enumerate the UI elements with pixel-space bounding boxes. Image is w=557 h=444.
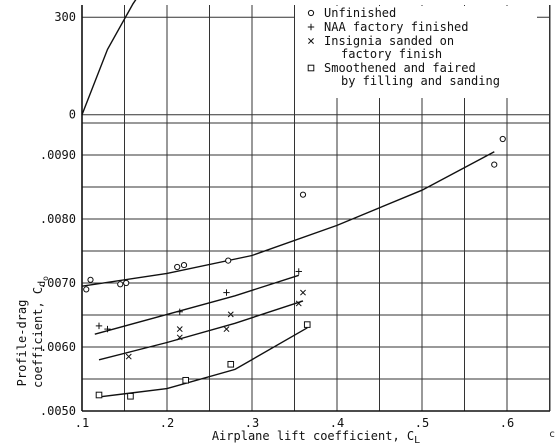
circle-marker xyxy=(123,279,130,287)
data-point xyxy=(117,281,124,288)
data-point xyxy=(227,360,235,368)
legend-background xyxy=(295,6,537,98)
x-marker-b xyxy=(176,334,183,341)
legend-label: by filling and sanding xyxy=(341,74,500,88)
data-point xyxy=(299,191,307,198)
drag-axis-title-line2: coefficient, Cdo xyxy=(31,276,50,388)
x-marker-b xyxy=(125,353,132,360)
data-point xyxy=(227,311,234,318)
fit-line xyxy=(81,151,495,287)
speed-curve xyxy=(81,0,137,115)
x-axis-title: Airplane lift coefficient, CL xyxy=(212,429,420,444)
curve-layer xyxy=(81,0,495,398)
square-marker xyxy=(307,64,315,72)
data-point xyxy=(87,276,94,283)
data-point xyxy=(295,300,302,307)
x-tick-label: .1 xyxy=(75,416,89,430)
circle-marker xyxy=(499,135,506,143)
circle-marker xyxy=(117,281,124,288)
legend-label: Insignia sanded on xyxy=(324,34,454,48)
square-marker xyxy=(182,376,189,384)
legend-marker xyxy=(307,64,315,72)
legend-item: Unfinished xyxy=(307,6,396,20)
square-marker xyxy=(303,321,311,328)
speed-tick-label: 300 xyxy=(54,10,76,24)
x-marker-b xyxy=(295,300,302,307)
fit-line xyxy=(94,274,300,335)
marker-layer xyxy=(83,135,506,400)
drag-tick-label: .0080 xyxy=(40,212,76,226)
x-marker-b xyxy=(223,326,230,333)
data-point xyxy=(300,289,306,296)
data-point xyxy=(176,308,183,315)
fit-line xyxy=(98,327,308,398)
drag-tick-label: .0070 xyxy=(40,276,76,290)
axis-layer: 0300250200150.0050.0060.0070.0080.0090.1… xyxy=(40,5,551,430)
drag-tick-label: .0090 xyxy=(40,148,76,162)
x-tick-label: .3 xyxy=(245,416,259,430)
drag-axis-title-line1: Profile-drag xyxy=(15,300,29,387)
legend-marker xyxy=(307,23,315,31)
data-point xyxy=(225,257,232,264)
square-marker xyxy=(95,391,103,399)
legend-label: Smoothened and faired xyxy=(324,61,476,75)
data-point xyxy=(83,286,90,293)
data-point xyxy=(223,289,230,296)
data-point xyxy=(180,261,188,269)
fit-line xyxy=(98,300,304,361)
data-point xyxy=(104,325,111,333)
circle-marker xyxy=(491,161,498,168)
square-marker xyxy=(127,392,134,400)
speed-tick-label: 0 xyxy=(69,108,76,122)
x-marker-b xyxy=(308,38,314,44)
x-tick-label: .5 xyxy=(415,416,429,430)
legend-label: Unfinished xyxy=(324,6,396,20)
legend-marker xyxy=(308,38,314,44)
square-marker xyxy=(227,360,235,368)
circle-marker xyxy=(83,286,90,293)
data-point xyxy=(174,263,181,271)
data-point xyxy=(125,353,132,360)
data-point xyxy=(127,392,134,400)
x-marker-b xyxy=(227,311,234,318)
x-tick-label: .6 xyxy=(500,416,514,430)
legend-marker xyxy=(307,9,315,17)
data-point xyxy=(95,322,103,330)
data-point xyxy=(123,279,130,287)
drag-tick-label: .0050 xyxy=(40,404,76,418)
data-point xyxy=(499,135,506,143)
data-point xyxy=(491,161,498,168)
x-tick-label: .4 xyxy=(330,416,344,430)
data-point xyxy=(176,326,183,333)
data-point xyxy=(176,334,183,341)
x-marker-b xyxy=(176,326,183,333)
data-point xyxy=(295,268,302,275)
data-point xyxy=(223,326,230,333)
data-point xyxy=(182,376,189,384)
circle-marker xyxy=(307,9,315,17)
x-tick-label: .2 xyxy=(160,416,174,430)
edge-fragment: c xyxy=(549,429,555,440)
legend-label: NAA factory finished xyxy=(324,20,469,34)
circle-marker xyxy=(174,263,181,271)
circle-marker xyxy=(87,276,94,283)
legend-item: NAA factory finished xyxy=(307,20,469,34)
data-point xyxy=(303,321,311,328)
legend-label: factory finish xyxy=(341,47,442,61)
circle-marker xyxy=(299,191,307,198)
circle-marker xyxy=(180,261,188,269)
x-marker-b xyxy=(300,289,306,296)
circle-marker xyxy=(225,257,232,264)
data-point xyxy=(95,391,103,399)
drag-tick-label: .0060 xyxy=(40,340,76,354)
